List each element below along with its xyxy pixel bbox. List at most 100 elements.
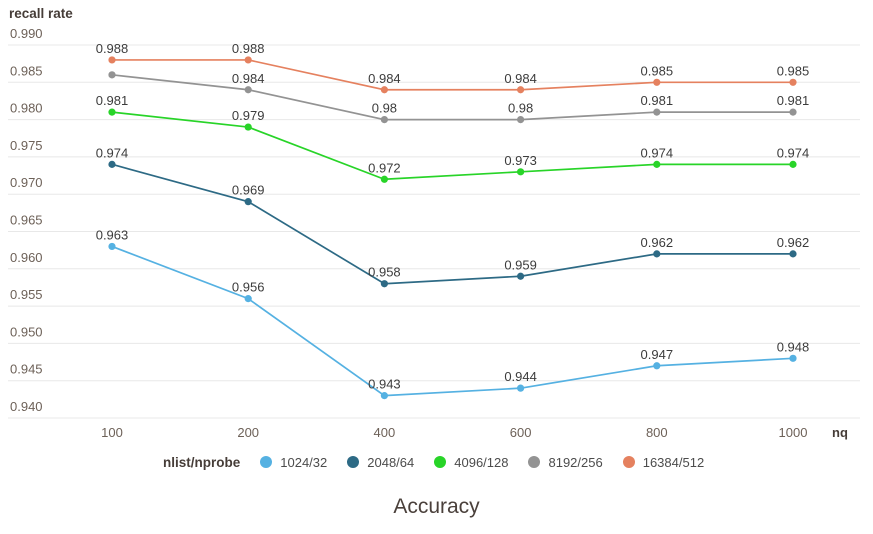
data-point-8192-256	[244, 86, 252, 94]
legend-marker-icon	[528, 456, 541, 468]
legend-item-8192-256: 8192/256	[528, 454, 603, 470]
data-point-2048-64	[653, 250, 661, 258]
data-label-4096-128: 0.979	[232, 108, 265, 123]
data-label-16384-512: 0.988	[232, 41, 265, 56]
legend-item-4096-128: 4096/128	[434, 455, 508, 470]
data-point-2048-64	[244, 198, 252, 206]
legend-item-label: 8192/256	[548, 454, 603, 470]
data-point-2048-64	[517, 272, 525, 280]
data-point-8192-256	[108, 71, 116, 79]
data-point-1024-32	[380, 392, 388, 400]
data-point-8192-256	[517, 116, 525, 124]
data-point-1024-32	[108, 242, 116, 251]
x-axis-title: nq	[832, 425, 848, 440]
legend-marker-icon	[434, 456, 447, 468]
x-tick-label: 600	[510, 425, 532, 440]
series-line-16384-512	[112, 59, 793, 91]
y-tick-label: 0.985	[10, 63, 43, 78]
data-point-4096-128	[653, 160, 661, 168]
data-label-8192-256: 0.984	[232, 71, 265, 86]
data-label-2048-64: 0.962	[777, 235, 810, 250]
data-label-16384-512: 0.984	[368, 71, 401, 86]
series-line-8192-256	[111, 73, 793, 121]
data-label-16384-512: 0.985	[641, 63, 674, 78]
legend-marker-icon	[260, 456, 273, 468]
data-label-2048-64: 0.969	[232, 183, 265, 198]
data-point-16384-512	[517, 86, 525, 94]
data-label-1024-32: 0.943	[368, 377, 401, 392]
x-tick-label: 400	[374, 425, 396, 440]
legend-item-16384-512: 16384/512	[622, 454, 705, 470]
legend-items: 1024/32 2048/64 4096/128 8192/256 16384/512	[260, 455, 704, 470]
data-point-1024-32	[789, 354, 797, 362]
y-tick-label: 0.965	[10, 213, 43, 228]
y-tick-label: 0.990	[10, 26, 43, 41]
legend-item-label: 4096/128	[454, 454, 509, 470]
legend: nlist/nprobe 1024/32 2048/64 4096/128 8192/…	[163, 452, 704, 472]
x-tick-label: 1000	[779, 425, 808, 440]
series-line-2048-64	[111, 163, 793, 285]
data-point-4096-128	[108, 108, 116, 116]
series-line-1024-32	[111, 245, 794, 397]
legend-item-1024-32: 1024/32	[260, 455, 327, 470]
data-point-1024-32	[517, 384, 525, 392]
legend-item-label: 16384/512	[642, 454, 705, 470]
data-label-2048-64: 0.962	[641, 235, 674, 250]
data-label-4096-128: 0.981	[96, 93, 129, 108]
data-label-16384-512: 0.985	[777, 63, 810, 78]
y-tick-label: 0.950	[10, 324, 43, 339]
data-point-4096-128	[517, 168, 525, 176]
data-point-16384-512	[244, 56, 252, 64]
x-tick-label: 200	[237, 425, 259, 440]
data-label-8192-256: 0.98	[372, 101, 397, 116]
legend-item-label: 2048/64	[367, 454, 415, 470]
data-label-16384-512: 0.988	[96, 41, 129, 56]
legend-marker-icon	[622, 456, 635, 468]
y-tick-label: 0.960	[10, 250, 43, 265]
data-point-16384-512	[380, 86, 388, 94]
data-label-1024-32: 0.944	[504, 369, 537, 384]
data-label-8192-256: 0.981	[641, 93, 674, 108]
data-point-4096-128	[789, 160, 797, 168]
data-point-1024-32	[653, 362, 661, 370]
y-tick-label: 0.955	[10, 287, 43, 302]
data-label-4096-128: 0.973	[504, 153, 537, 168]
data-label-4096-128: 0.974	[777, 145, 810, 160]
y-tick-label: 0.940	[10, 399, 43, 414]
data-point-4096-128	[244, 123, 252, 131]
series-line-4096-128	[111, 111, 793, 181]
data-label-1024-32: 0.948	[777, 339, 810, 354]
data-label-16384-512: 0.984	[504, 71, 537, 86]
data-label-2048-64: 0.974	[96, 145, 129, 160]
data-point-2048-64	[380, 280, 388, 288]
data-label-1024-32: 0.956	[232, 280, 265, 295]
legend-marker-icon	[347, 456, 360, 468]
y-tick-label: 0.980	[10, 101, 43, 116]
data-label-8192-256: 0.98	[508, 101, 533, 116]
legend-item-2048-64: 2048/64	[347, 455, 414, 470]
data-point-16384-512	[789, 78, 797, 86]
data-label-4096-128: 0.972	[368, 160, 401, 175]
chart-title: Accuracy	[393, 495, 480, 518]
data-label-8192-256: 0.981	[777, 93, 810, 108]
data-label-4096-128: 0.974	[641, 145, 674, 160]
data-label-1024-32: 0.963	[96, 227, 129, 242]
data-point-2048-64	[108, 160, 116, 168]
data-point-8192-256	[380, 116, 388, 124]
data-point-8192-256	[653, 108, 661, 116]
y-tick-label: 0.945	[10, 362, 43, 377]
data-point-4096-128	[380, 175, 388, 183]
data-point-1024-32	[244, 295, 252, 303]
chart-svg: 0.990 0.985 0.980 0.975 0.970 0.965 0.960 0.955…	[8, 26, 860, 440]
data-label-2048-64: 0.959	[504, 257, 537, 272]
legend-title: nlist/nprobe	[163, 454, 241, 470]
data-point-2048-64	[789, 250, 797, 258]
x-tick-label: 800	[646, 425, 668, 440]
data-point-8192-256	[789, 108, 797, 116]
legend-item-label: 1024/32	[280, 454, 328, 470]
data-label-1024-32: 0.947	[641, 347, 674, 362]
data-label-2048-64: 0.958	[368, 265, 401, 280]
data-point-16384-512	[653, 78, 661, 86]
y-axis-title: recall rate	[9, 6, 73, 21]
